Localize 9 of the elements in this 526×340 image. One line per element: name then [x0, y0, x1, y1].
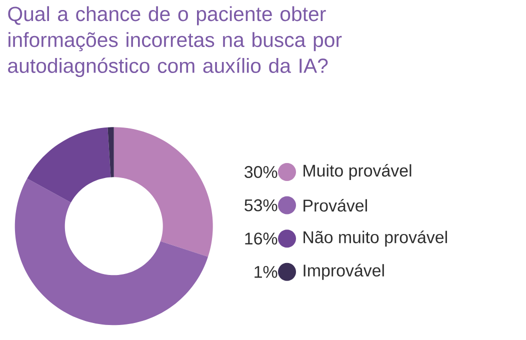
legend-label: Muito provável	[304, 164, 412, 180]
data-label: 1%	[254, 266, 278, 278]
legend-label: Provável	[304, 198, 367, 212]
data-label: 16%	[245, 232, 278, 245]
data-label: 53%	[244, 199, 278, 212]
legend-label: Improvável	[304, 264, 384, 280]
legend-label: Não muito provável	[304, 230, 447, 247]
data-label: 30%	[244, 166, 278, 178]
chart-title: Qual a chance de o paciente obter informações incorretas na busca por autodiagnóstico com auxílio da IA?	[8, 6, 342, 78]
